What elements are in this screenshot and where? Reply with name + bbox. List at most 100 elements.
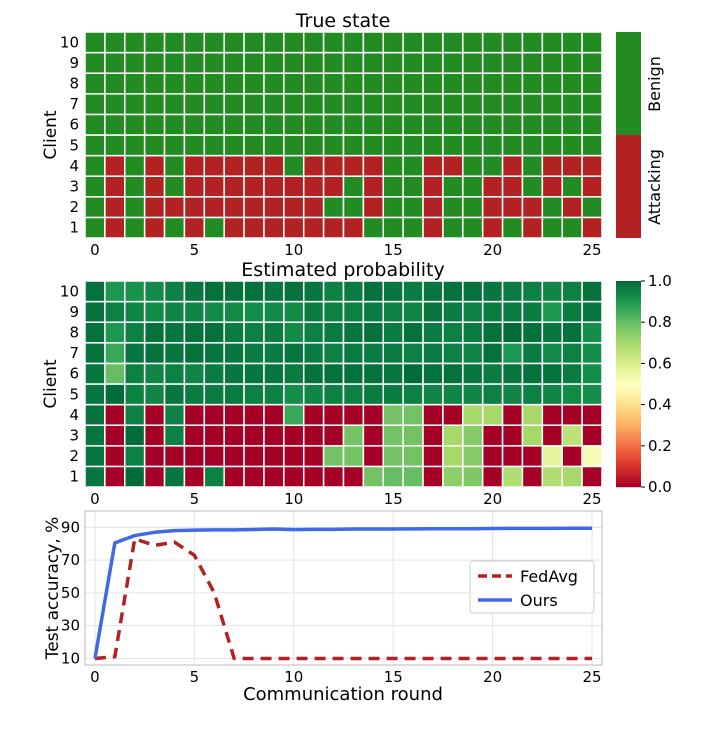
heatmap-cell <box>582 322 602 343</box>
colorbar-gradient-step <box>616 421 641 423</box>
heatmap-cell <box>443 94 463 115</box>
colorbar-gradient-step <box>616 281 641 283</box>
heatmap-cell <box>562 363 582 384</box>
heatmap-cell <box>443 217 463 238</box>
y-tick-label: 7 <box>69 95 79 113</box>
colorbar-gradient-step <box>616 380 641 382</box>
colorbar-gradient-step <box>616 378 641 380</box>
heatmap-cell <box>125 384 145 405</box>
heatmap-cell <box>105 217 125 238</box>
heatmap-cell <box>503 53 523 74</box>
heatmap-cell <box>383 466 403 487</box>
heatmap-cell <box>324 94 344 115</box>
heatmap-cell <box>324 73 344 94</box>
colorbar-gradient-step <box>616 452 641 454</box>
heatmap-cell <box>224 197 244 218</box>
heatmap-cell <box>503 114 523 135</box>
colorbar-gradient-step <box>616 413 641 415</box>
heatmap-cell <box>443 114 463 135</box>
heatmap-cell <box>304 114 324 135</box>
heatmap-cell <box>463 53 483 74</box>
heatmap-cell <box>244 446 264 467</box>
heatmap-cell <box>503 425 523 446</box>
heatmap-cell <box>344 343 364 364</box>
colorbar-gradient-step <box>616 326 641 328</box>
heatmap-cell <box>542 322 562 343</box>
heatmap-cell <box>105 363 125 384</box>
heatmap-cell <box>105 322 125 343</box>
heatmap-cell <box>443 156 463 177</box>
y-tick-label: 3 <box>69 178 79 196</box>
heatmap-cell <box>284 405 304 426</box>
heatmap-cell <box>85 156 105 177</box>
heatmap-cell <box>264 156 284 177</box>
x-tick-label: 15 <box>384 490 403 508</box>
heatmap-cell <box>244 302 264 323</box>
colorbar-gradient-step <box>616 419 641 421</box>
colorbar-gradient-step <box>616 343 641 345</box>
colorbar-gradient-step <box>616 320 641 322</box>
heatmap-cell <box>483 466 503 487</box>
colorbar-gradient-step <box>616 390 641 392</box>
colorbar-gradient-step <box>616 345 641 347</box>
heatmap-cell <box>363 343 383 364</box>
x-tick-label: 10 <box>284 490 303 508</box>
heatmap-cell <box>85 322 105 343</box>
heatmap-cell <box>184 176 204 197</box>
heatmap-cell <box>562 197 582 218</box>
heatmap-cell <box>284 135 304 156</box>
heatmap-cell <box>403 466 423 487</box>
heatmap-cell <box>244 363 264 384</box>
heatmap-cell <box>582 343 602 364</box>
heatmap-cell <box>284 384 304 405</box>
heatmap-cell <box>403 322 423 343</box>
heatmap-cell <box>125 343 145 364</box>
heatmap-cell <box>503 197 523 218</box>
colorbar-gradient-step <box>616 409 641 411</box>
colorbar-gradient-step <box>616 330 641 332</box>
heatmap-cell <box>105 135 125 156</box>
y-tick-label: 2 <box>69 447 79 465</box>
heatmap-cell <box>562 32 582 53</box>
heatmap-cell <box>363 94 383 115</box>
x-tick-label: 5 <box>190 241 200 259</box>
colorbar-gradient-step <box>616 442 641 444</box>
colorbar-gradient-step <box>616 318 641 320</box>
heatmap-cell <box>463 302 483 323</box>
heatmap-cell <box>324 53 344 74</box>
heatmap-cell <box>145 302 165 323</box>
heatmap-cell <box>304 302 324 323</box>
heatmap-cell <box>542 302 562 323</box>
y-tick-label: 9 <box>69 54 79 72</box>
heatmap-cell <box>284 466 304 487</box>
heatmap-cell <box>423 466 443 487</box>
heatmap-cell <box>483 446 503 467</box>
heatmap-cell <box>224 384 244 405</box>
heatmap-cell <box>522 53 542 74</box>
x-tick-label: 0 <box>90 241 100 259</box>
heatmap-cell <box>344 176 364 197</box>
colorbar-gradient-step <box>616 333 641 335</box>
heatmap-cell <box>383 197 403 218</box>
heatmap-cell <box>443 53 463 74</box>
colorbar-gradient-step <box>616 382 641 384</box>
heatmap-cell <box>582 466 602 487</box>
heatmap-cell <box>284 217 304 238</box>
colorbar-gradient-step <box>616 374 641 376</box>
heatmap-cell <box>85 176 105 197</box>
heatmap-cell <box>224 281 244 302</box>
heatmap-cell <box>324 466 344 487</box>
heatmap-cell <box>324 343 344 364</box>
heatmap-cell <box>443 32 463 53</box>
heatmap-cell <box>125 156 145 177</box>
heatmap-cell <box>244 384 264 405</box>
colorbar-label-attacking: Attacking <box>645 149 664 225</box>
heatmap-cell <box>423 322 443 343</box>
colorbar-gradient-step <box>616 425 641 427</box>
heatmap-cell <box>264 363 284 384</box>
heatmap-cell <box>403 302 423 323</box>
heatmap-cell <box>264 176 284 197</box>
colorbar-gradient-step <box>616 308 641 310</box>
